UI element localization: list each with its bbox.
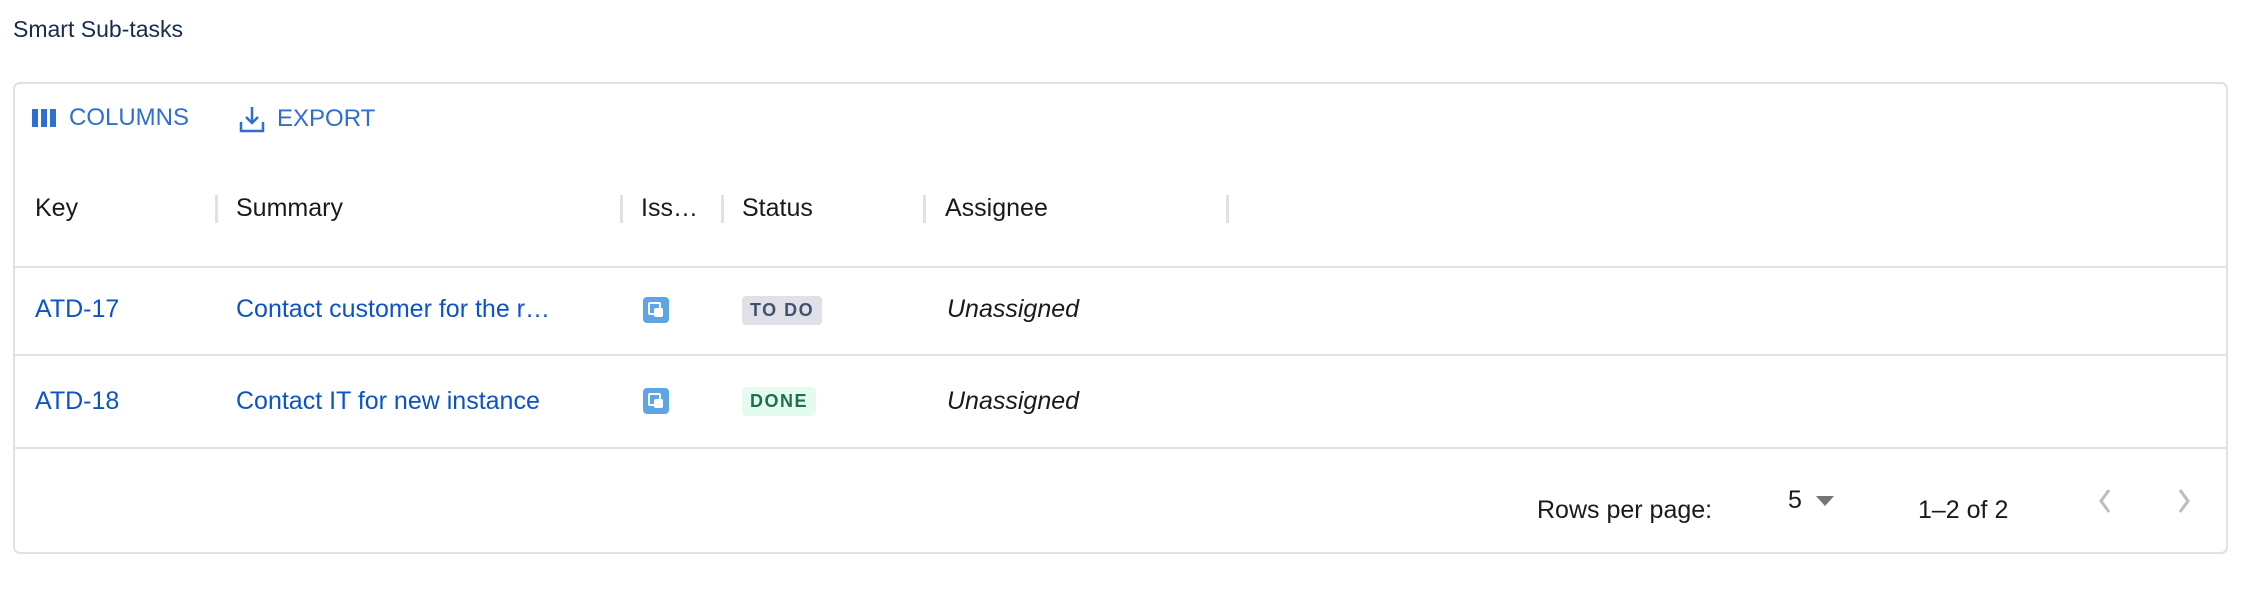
column-resize-handle[interactable] (620, 195, 623, 223)
column-header-assignee[interactable]: Assignee (945, 194, 1048, 222)
column-resize-handle[interactable] (923, 195, 926, 223)
rows-per-page-label: Rows per page: (1537, 496, 1713, 524)
export-button[interactable]: EXPORT (237, 104, 375, 134)
previous-page-button[interactable] (2096, 487, 2114, 515)
subtask-icon (643, 388, 669, 414)
assignee: Unassigned (947, 295, 1080, 323)
column-header-issue-type[interactable]: Iss… (641, 194, 698, 222)
subtask-icon (643, 297, 669, 323)
subtasks-table-card (13, 82, 2228, 554)
column-resize-handle[interactable] (215, 195, 218, 223)
rows-per-page-select[interactable]: 5 (1788, 486, 1834, 515)
columns-label: COLUMNS (69, 104, 190, 131)
chevron-down-icon (1815, 495, 1834, 506)
rows-per-page-value: 5 (1788, 486, 1802, 514)
status-badge: TO DO (742, 296, 823, 325)
column-header-summary[interactable]: Summary (236, 194, 343, 222)
columns-button[interactable]: COLUMNS (31, 104, 189, 132)
divider (15, 266, 2226, 268)
export-label: EXPORT (277, 105, 376, 132)
column-header-status[interactable]: Status (742, 194, 813, 222)
column-header-key[interactable]: Key (35, 194, 79, 222)
status-badge: DONE (742, 387, 817, 416)
summary-link[interactable]: Contact IT for new instance (236, 387, 540, 415)
divider (15, 354, 2226, 356)
summary-link[interactable]: Contact customer for the r… (236, 295, 551, 323)
section-title: Smart Sub-tasks (13, 16, 183, 42)
issue-key-link[interactable]: ATD-17 (35, 295, 120, 323)
pagination-range: 1–2 of 2 (1918, 496, 2009, 524)
download-icon (239, 107, 265, 133)
assignee: Unassigned (947, 387, 1080, 415)
issue-key-link[interactable]: ATD-18 (35, 387, 120, 415)
divider (15, 447, 2226, 449)
column-resize-handle[interactable] (721, 195, 724, 223)
column-resize-handle[interactable] (1226, 195, 1229, 223)
columns-icon (32, 109, 56, 127)
next-page-button[interactable] (2175, 487, 2193, 515)
